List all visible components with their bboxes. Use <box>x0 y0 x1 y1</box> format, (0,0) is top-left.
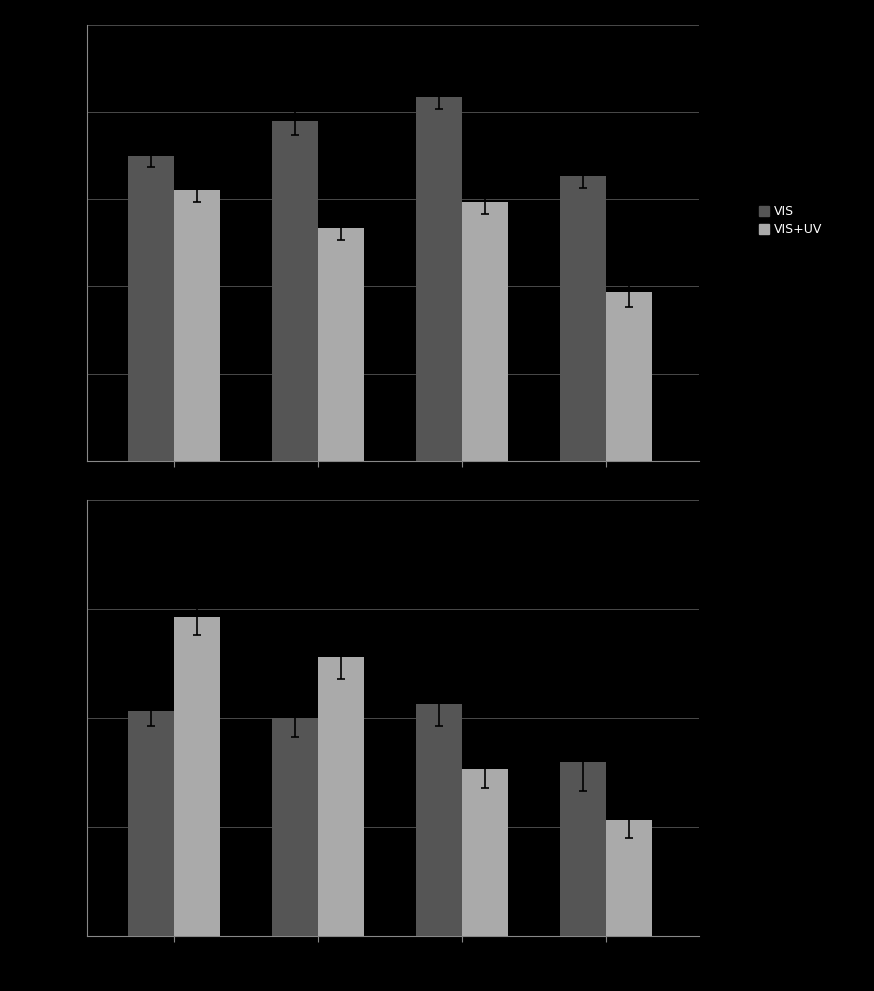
Bar <box>318 228 364 991</box>
Bar <box>174 616 220 991</box>
Bar <box>559 762 606 991</box>
Bar <box>128 156 174 991</box>
Bar <box>416 97 461 991</box>
Legend: VIS, VIS+UV: VIS, VIS+UV <box>754 200 828 242</box>
Bar <box>318 657 364 991</box>
Bar <box>128 712 174 991</box>
Bar <box>272 121 318 991</box>
Bar <box>606 292 652 991</box>
Bar <box>606 821 652 991</box>
Bar <box>272 718 318 991</box>
Bar <box>416 704 461 991</box>
Bar <box>174 190 220 991</box>
Bar <box>461 202 508 991</box>
Bar <box>461 769 508 991</box>
Bar <box>559 176 606 991</box>
